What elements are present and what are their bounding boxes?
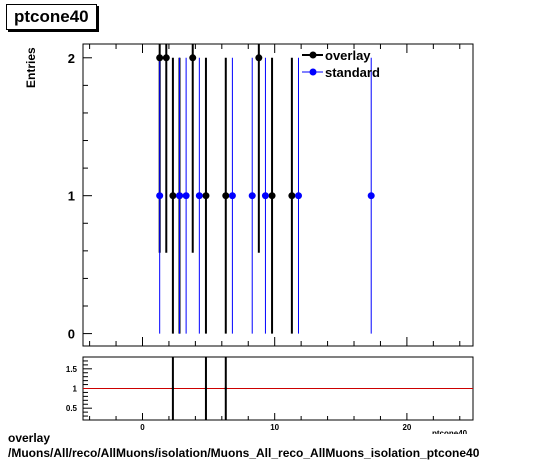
overlay-point	[222, 192, 230, 200]
overlay-point	[169, 192, 177, 200]
ratio-y-tick-label: 1	[73, 385, 78, 394]
overlay-point	[156, 54, 164, 62]
ratio-x-tick-label: 20	[402, 423, 411, 432]
standard-point	[248, 192, 256, 200]
ratio-point	[224, 387, 227, 390]
standard-point	[176, 192, 184, 200]
ratio-y-tick-label: 0.5	[66, 404, 78, 413]
x-axis-label: ptcone40	[432, 429, 468, 434]
ratio-x-tick-label: 10	[270, 423, 279, 432]
ratio-y-tick-label: 1.5	[66, 365, 78, 374]
y-tick-label: 1	[68, 189, 75, 204]
main-plot-frame	[82, 43, 474, 347]
footer-line-1: overlay	[8, 431, 51, 445]
overlay-point	[202, 192, 210, 200]
ratio-series	[83, 357, 473, 420]
legend-standard-marker	[309, 68, 317, 76]
overlay-point	[288, 192, 296, 200]
overlay-point	[268, 192, 276, 200]
legend-overlay-label: overlay	[325, 48, 371, 63]
standard-point	[182, 192, 190, 200]
legend-overlay-marker	[309, 51, 317, 59]
ratio-axes: 0.5 1 1.5 0 10 20	[66, 360, 461, 432]
ratio-point	[171, 387, 175, 390]
ratio-x-tick-label: 0	[140, 423, 145, 432]
histogram-title: ptcone40	[6, 4, 97, 30]
ratio-point	[204, 387, 208, 390]
y-tick-label: 0	[68, 327, 75, 342]
standard-point	[294, 192, 302, 200]
overlay-point	[162, 54, 170, 62]
footer-line-2: /Muons/All/reco/AllMuons/isolation/Muons…	[8, 446, 480, 460]
main-series	[156, 44, 375, 334]
standard-point	[261, 192, 269, 200]
standard-point	[228, 192, 236, 200]
legend: overlay standard	[302, 48, 380, 80]
standard-point	[156, 192, 164, 200]
overlay-point	[189, 54, 197, 62]
standard-point	[195, 192, 203, 200]
legend-standard-label: standard	[325, 65, 380, 80]
footer-caption: overlay /Muons/All/reco/AllMuons/isolati…	[8, 431, 479, 461]
main-axes: 0 1 2	[68, 44, 461, 346]
y-tick-label: 2	[68, 51, 75, 66]
standard-point	[367, 192, 375, 200]
overlay-point	[255, 54, 263, 62]
